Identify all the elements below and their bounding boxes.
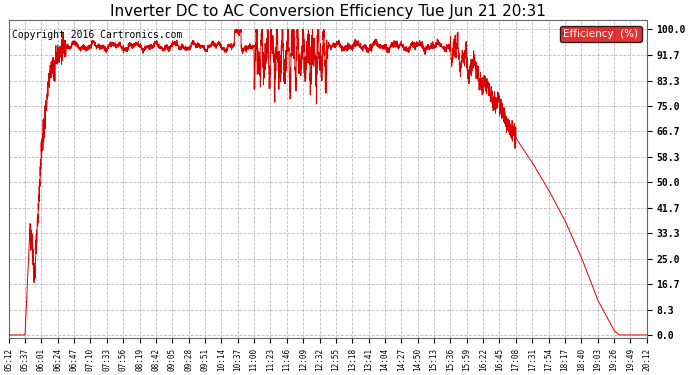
Title: Inverter DC to AC Conversion Efficiency Tue Jun 21 20:31: Inverter DC to AC Conversion Efficiency … xyxy=(110,4,546,19)
Text: Copyright 2016 Cartronics.com: Copyright 2016 Cartronics.com xyxy=(12,30,182,40)
Legend: Efficiency  (%): Efficiency (%) xyxy=(560,26,642,42)
